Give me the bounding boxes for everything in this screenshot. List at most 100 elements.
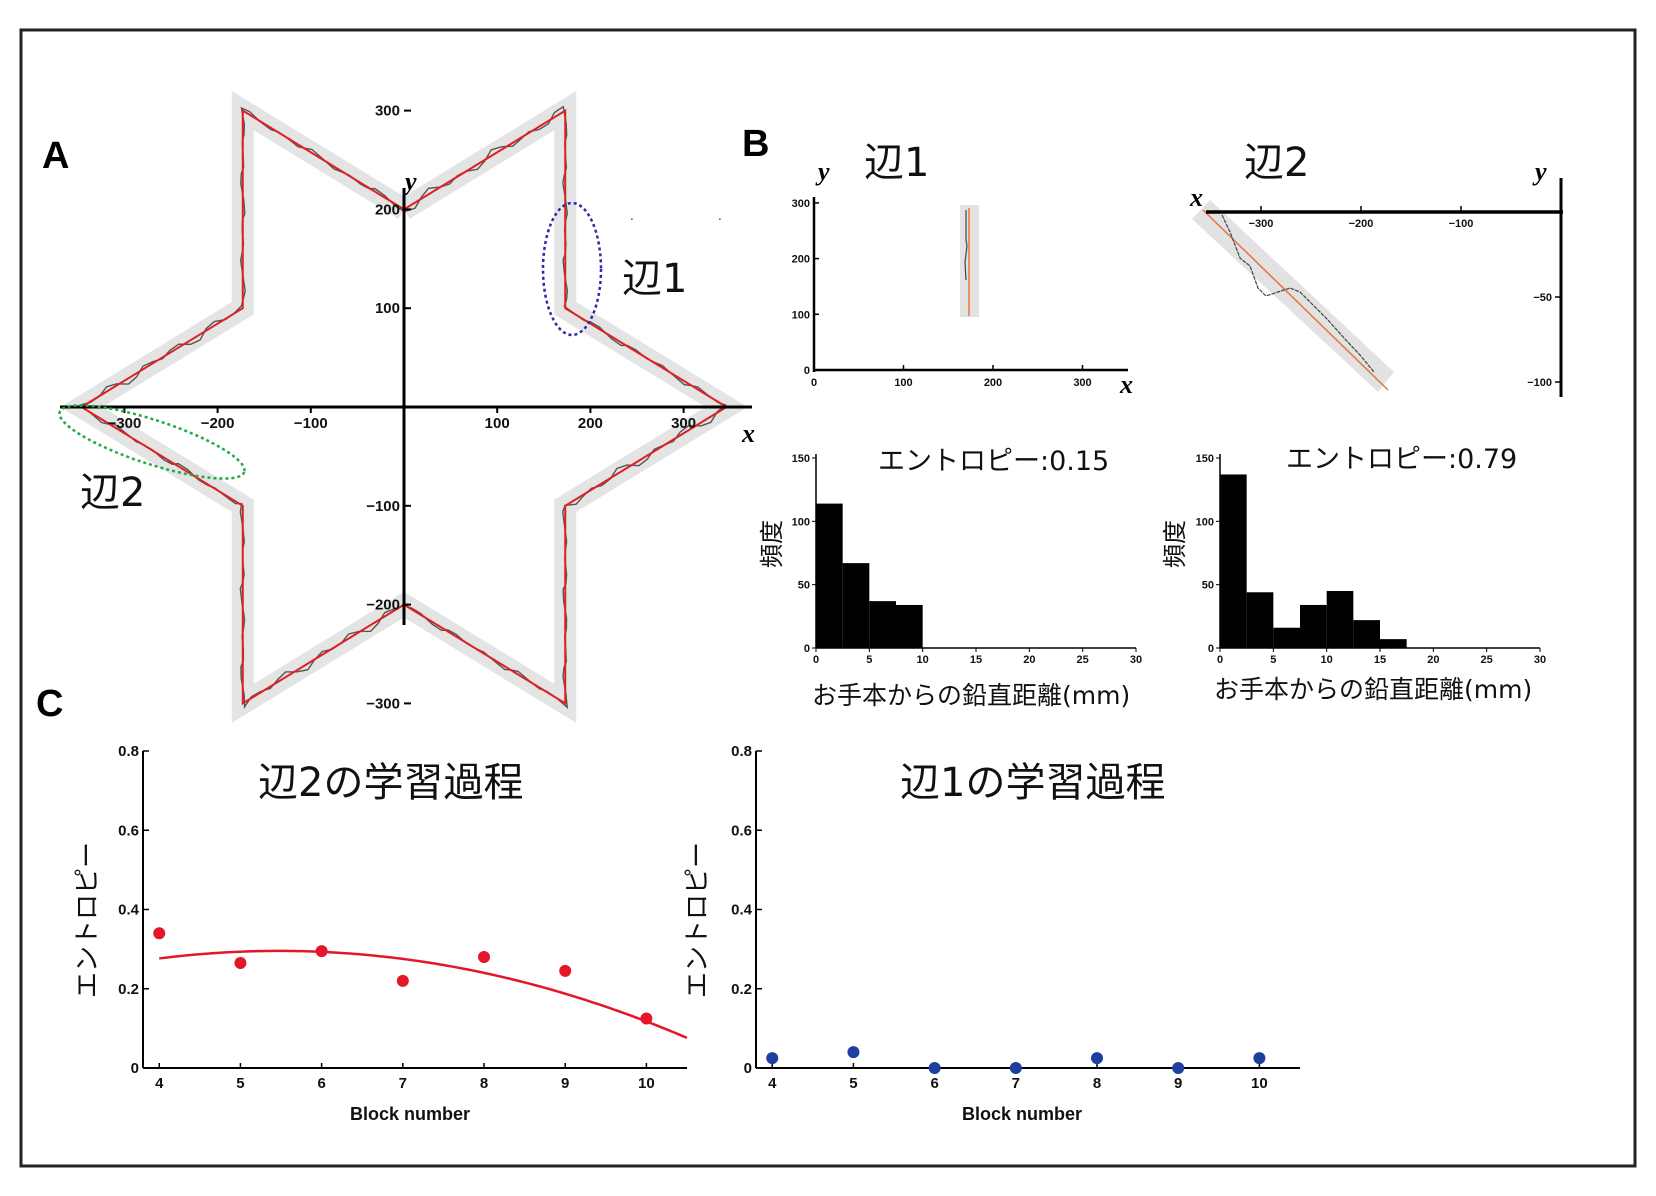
c-x-tick-label: 5 [236, 1075, 244, 1092]
panel-a-letter: A [42, 135, 69, 177]
c-data-point [928, 1062, 941, 1074]
hist-y-tick-label: 0 [1208, 643, 1214, 655]
c-y-tick-label: 0 [744, 1060, 752, 1077]
b1-x-tick-label: 100 [894, 377, 912, 389]
edge1-highlight-ellipse [541, 201, 603, 337]
c-data-point [1253, 1052, 1266, 1065]
c-data-point [847, 1046, 860, 1059]
hist-bar [1220, 474, 1247, 648]
b-edge2-y-var: y [1532, 157, 1547, 186]
a-edge1-label: 辺1 [622, 256, 687, 302]
a-x-tick-label: −100 [294, 415, 328, 432]
hist1-y-label: 頻度 [758, 520, 786, 568]
b-edge2-x-var: x [1189, 183, 1203, 212]
hist-bar [1246, 592, 1274, 648]
c-x-tick-label: 7 [399, 1075, 407, 1092]
c-left-title: 辺2の学習過程 [258, 760, 523, 806]
hist-x-tick-label: 25 [1077, 654, 1089, 666]
hist-bar [842, 563, 870, 648]
a-x-tick-label: 100 [485, 415, 510, 432]
b-edge1-ticks: 0 100 200 300 300 200 100 0 [792, 198, 1092, 389]
c-y-tick-label: 0 [131, 1060, 139, 1077]
c-data-point [478, 951, 491, 964]
c-y-tick-label: 0.2 [118, 981, 139, 998]
c-fit-curve [159, 949, 688, 1040]
panel-b-letter: B [742, 123, 769, 165]
hist-x-tick-label: 5 [866, 654, 872, 666]
a-ticks: −300 −200 −100 100 200 300 300 200 100 −100 −200 −3… [108, 103, 697, 713]
a-x-tick-label: 300 [671, 415, 696, 432]
b2-y-tick-label: −50 [1533, 292, 1552, 304]
c-y-tick-label: 0.2 [731, 981, 752, 998]
a-y-tick-label: −100 [366, 498, 400, 515]
c-left-y-label: エントロピー [73, 842, 103, 998]
c-data-point [640, 1012, 653, 1025]
b-stray-dot-1: . [630, 209, 634, 223]
hist-y-tick-label: 100 [792, 516, 810, 528]
hist2-entropy-label: エントロピー:0.79 [1286, 444, 1517, 475]
b-edge2-trace [1221, 214, 1375, 373]
hist2-y-label: 頻度 [1161, 520, 1189, 568]
c-x-tick-label: 6 [317, 1075, 325, 1092]
b1-x-tick-label: 0 [811, 377, 817, 389]
panel-c: C 辺2の学習過程 エントロピー Block number 0.8 0.6 0.4 0… [36, 683, 1300, 1124]
hist-bar [1300, 604, 1327, 648]
c-x-tick-label: 4 [155, 1075, 164, 1092]
c-data-point [766, 1052, 779, 1065]
a-y-tick-label: −300 [366, 695, 400, 712]
learning-edge2-chart: 辺2の学習過程 エントロピー Block number 0.8 0.6 0.4 0.2… [73, 743, 688, 1124]
a-y-tick-label: −200 [366, 597, 400, 614]
b-edge1-title: 辺1 [864, 140, 929, 186]
hist-x-tick-label: 15 [1374, 654, 1386, 666]
panel-c-letter: C [36, 683, 63, 725]
a-y-axis-var: y [402, 167, 417, 196]
c-data-point [234, 956, 247, 969]
c-y-tick-label: 0.8 [731, 743, 752, 760]
b-edge2-ticks: −300 −200 −100 −50 −100 [1249, 206, 1561, 389]
hist-bar [1380, 639, 1407, 648]
b1-y-tick-label: 300 [792, 198, 810, 210]
hist-x-tick-label: 30 [1130, 654, 1142, 666]
hist-bar [1273, 627, 1300, 648]
c-y-tick-label: 0.4 [118, 902, 140, 919]
c-left-x-label: Block number [350, 1104, 470, 1124]
b-edge1-trace [964, 210, 968, 281]
b2-x-tick-label: −100 [1449, 218, 1474, 230]
hist-y-tick-label: 100 [1196, 516, 1214, 528]
c-x-tick-label: 9 [561, 1075, 569, 1092]
hist-bar [816, 503, 843, 648]
hist-x-tick-label: 20 [1427, 654, 1439, 666]
figure-frame [19, 28, 1637, 1168]
histogram-edge1: エントロピー:0.15 頻度 お手本からの鉛直距離(mm) 0 5 10 15 20 25… [758, 446, 1142, 710]
hist-x-tick-label: 0 [1217, 654, 1223, 666]
hist1-x-label: お手本からの鉛直距離(mm) [812, 681, 1130, 710]
a-x-tick-label: −300 [108, 415, 142, 432]
a-edge2-label: 辺2 [80, 470, 145, 516]
a-x-axis-var: x [741, 419, 755, 448]
hist-x-tick-label: 5 [1270, 654, 1276, 666]
c-x-tick-label: 9 [1174, 1075, 1182, 1092]
hist-x-tick-label: 10 [1321, 654, 1333, 666]
c-y-tick-label: 0.8 [118, 743, 139, 760]
a-y-tick-label: 300 [375, 103, 400, 120]
b-edge1-plot: 辺1 0 100 200 300 300 200 100 0 x y [792, 140, 1133, 399]
b1-x-tick-label: 200 [984, 377, 1002, 389]
hist-x-tick-label: 10 [917, 654, 929, 666]
b-edge2-plot: 辺2 −300 −200 −100 −50 −100 x y . . [630, 140, 1563, 397]
hist-x-tick-label: 20 [1023, 654, 1035, 666]
c-data-point [396, 974, 409, 987]
hist-x-tick-label: 0 [813, 654, 819, 666]
b1-y-tick-label: 200 [792, 254, 810, 266]
c-y-tick-label: 0.4 [731, 902, 753, 919]
hist-y-tick-label: 50 [1202, 580, 1214, 592]
b-edge2-title: 辺2 [1244, 140, 1309, 186]
c-data-point [153, 927, 166, 940]
c-data-point [315, 945, 328, 958]
c-data-point [1172, 1062, 1185, 1074]
hist-y-tick-label: 0 [804, 643, 810, 655]
b2-x-tick-label: −300 [1249, 218, 1274, 230]
hist-y-tick-label: 50 [798, 580, 810, 592]
hist-x-tick-label: 15 [970, 654, 982, 666]
